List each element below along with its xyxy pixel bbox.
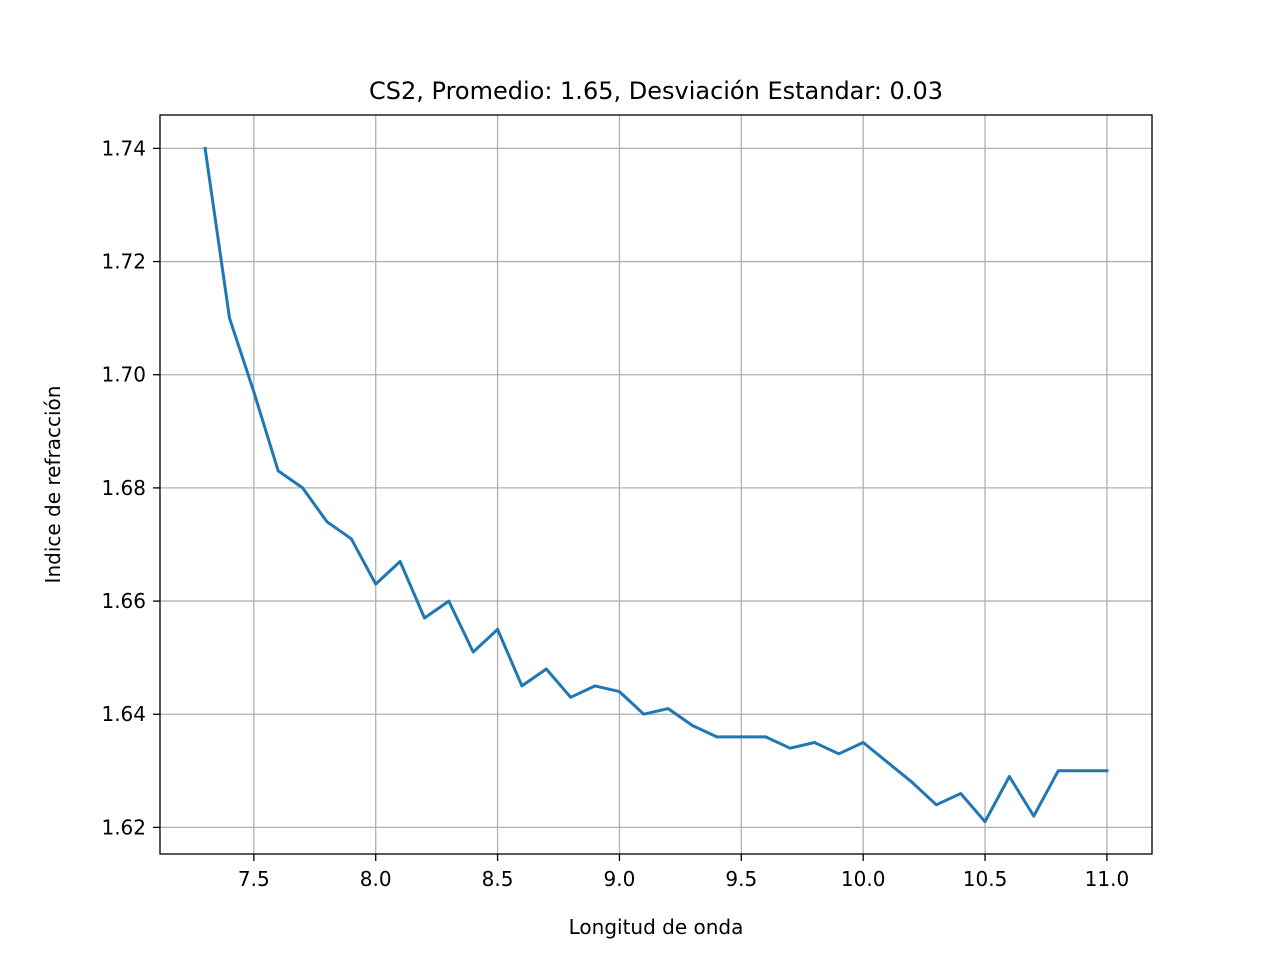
y-tick-label: 1.66 (101, 589, 146, 613)
x-tick-label: 11.0 (1085, 867, 1130, 891)
x-tick-label: 8.5 (482, 867, 514, 891)
x-axis: 7.5 8.0 8.5 9.0 9.5 10.0 10.5 11.0 (238, 854, 1129, 891)
grid-lines (160, 115, 1152, 854)
y-tick-label: 1.70 (101, 363, 146, 387)
x-tick-label: 7.5 (238, 867, 270, 891)
series-line (203, 146, 1109, 824)
x-tick-label: 8.0 (360, 867, 392, 891)
x-tick-label: 9.0 (604, 867, 636, 891)
y-tick-label: 1.72 (101, 250, 146, 274)
y-axis: 1.62 1.64 1.66 1.68 1.70 1.72 1.74 (101, 136, 160, 839)
y-tick-label: 1.62 (101, 815, 146, 839)
y-tick-label: 1.68 (101, 476, 146, 500)
y-axis-label: Indice de refracción (41, 386, 65, 584)
series-layer (203, 146, 1109, 824)
x-tick-label: 10.0 (841, 867, 886, 891)
x-tick-label: 10.5 (963, 867, 1008, 891)
chart-title: CS2, Promedio: 1.65, Desviación Estandar… (369, 77, 943, 105)
y-tick-label: 1.64 (101, 702, 146, 726)
y-tick-label: 1.74 (101, 136, 146, 160)
x-tick-label: 9.5 (725, 867, 757, 891)
plot-frame (159, 114, 1153, 855)
x-axis-label: Longitud de onda (569, 915, 744, 939)
